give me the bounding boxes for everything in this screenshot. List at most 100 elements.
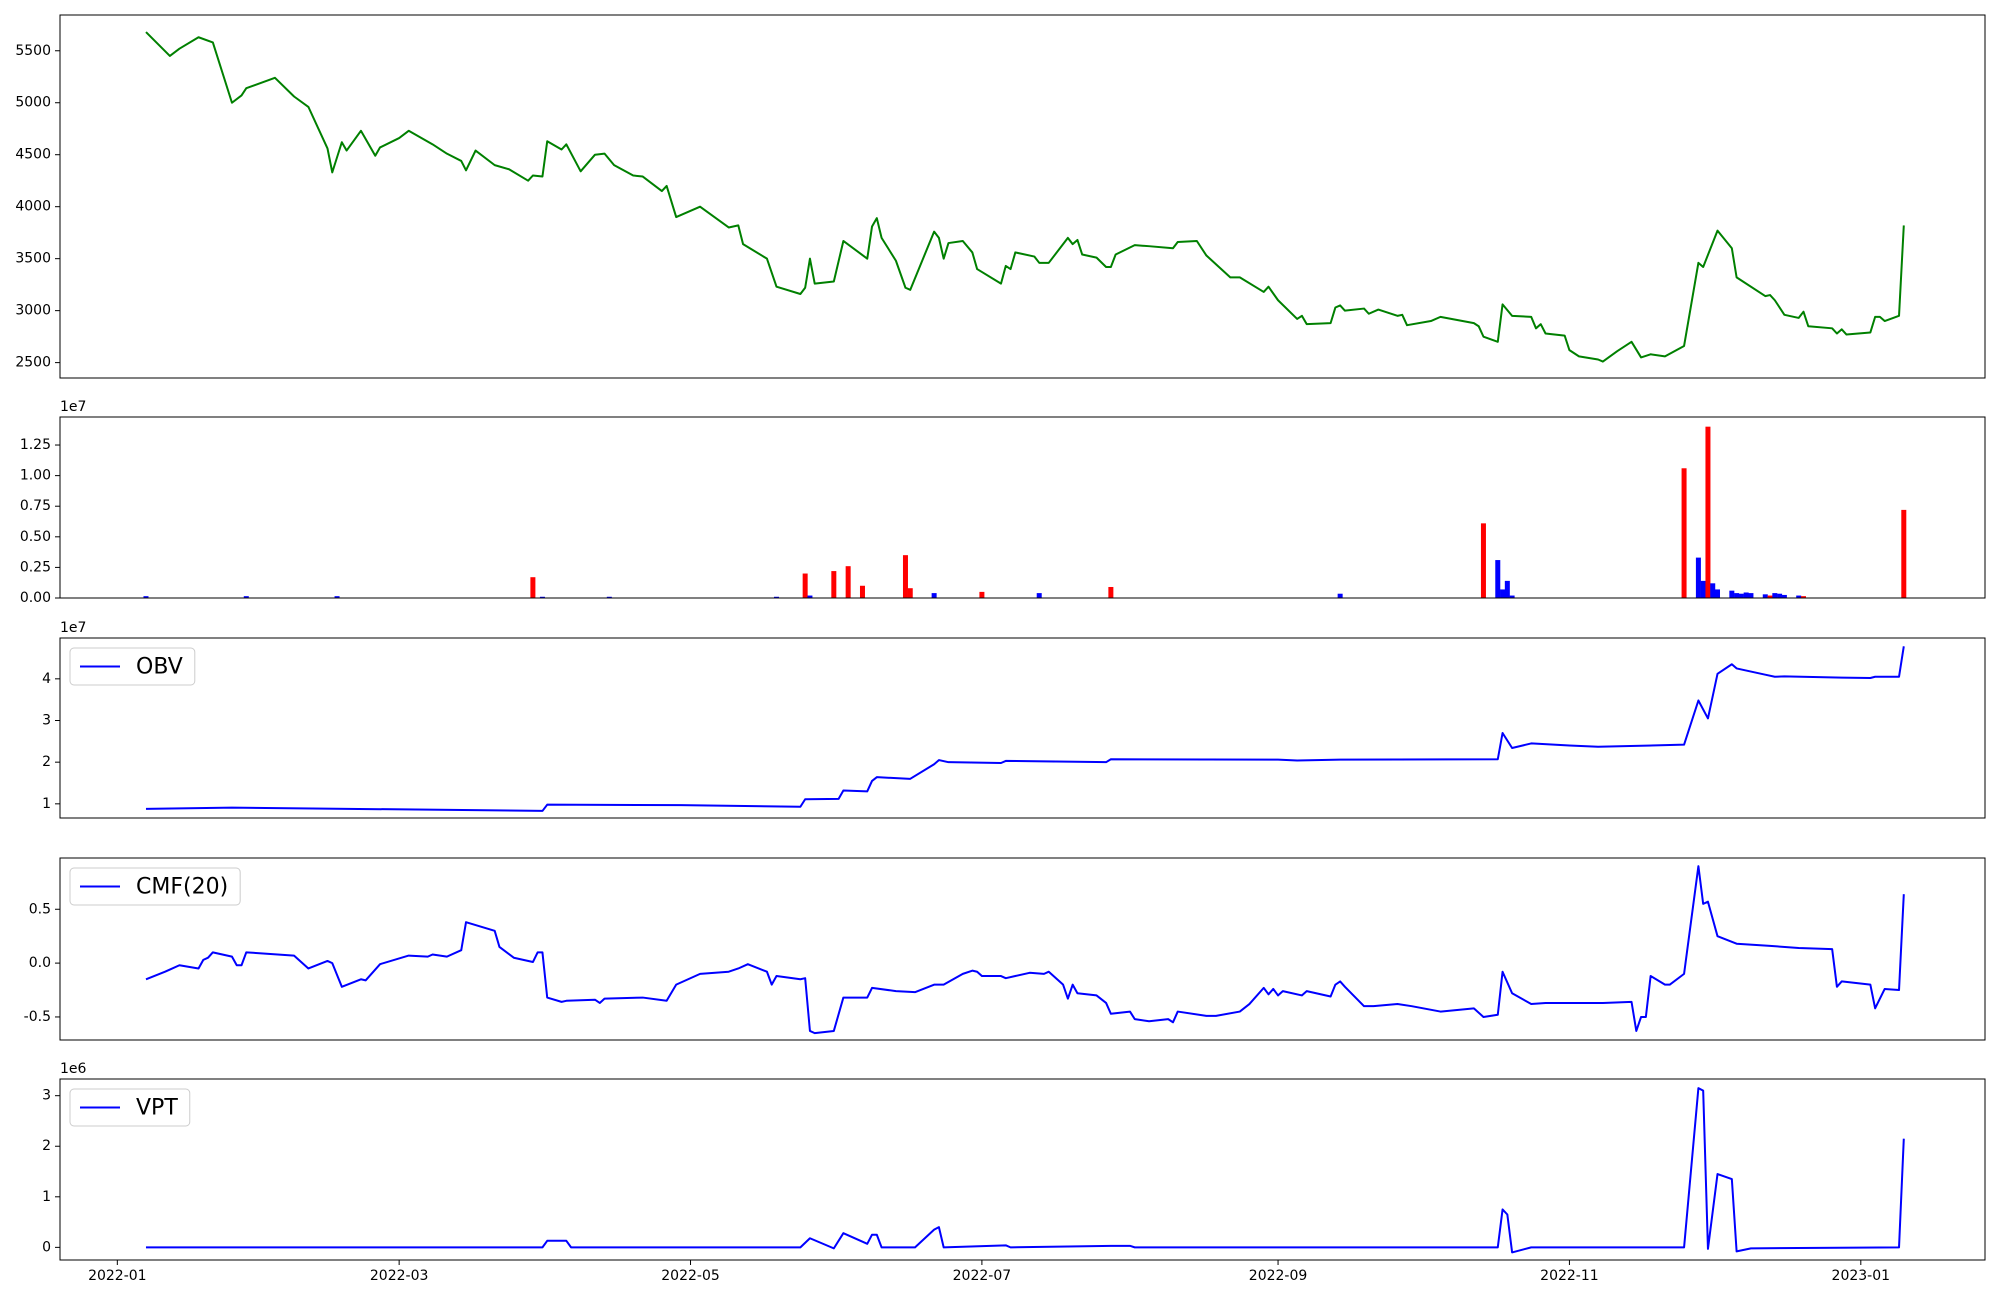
bar bbox=[1681, 468, 1687, 598]
axis-offset-label: 1e6 bbox=[60, 1061, 87, 1077]
bar bbox=[1337, 593, 1343, 598]
bar bbox=[1748, 593, 1754, 598]
y-tick-label: -0.5 bbox=[24, 1009, 51, 1025]
legend-box bbox=[69, 867, 241, 906]
y-tick-label: 0.00 bbox=[20, 590, 51, 606]
legend: OBV bbox=[69, 647, 196, 686]
bar bbox=[1743, 592, 1749, 598]
legend-label: OBV bbox=[136, 655, 183, 680]
legend: VPT bbox=[69, 1088, 191, 1127]
y-tick-label: 4 bbox=[42, 671, 51, 687]
y-tick-label: 0.75 bbox=[20, 498, 51, 514]
axis-offset-label: 1e7 bbox=[60, 399, 86, 415]
bar bbox=[1500, 589, 1506, 598]
legend: CMF(20) bbox=[69, 867, 241, 906]
bar bbox=[859, 585, 865, 598]
axes-frame bbox=[59, 637, 1986, 819]
bar bbox=[606, 596, 612, 598]
bar bbox=[1781, 594, 1787, 598]
plot-area bbox=[145, 31, 1905, 363]
x-tick-label: 2022-11 bbox=[1540, 1268, 1599, 1284]
y-tick-label: 0.25 bbox=[20, 559, 51, 575]
y-tick-label: 0.0 bbox=[29, 955, 51, 971]
x-tick-label: 2022-01 bbox=[88, 1268, 147, 1284]
bar bbox=[1715, 589, 1721, 598]
line-series bbox=[145, 31, 1905, 363]
bar bbox=[1695, 557, 1701, 598]
legend-label: CMF(20) bbox=[136, 875, 228, 900]
bar bbox=[1767, 595, 1773, 598]
y-tick-label: 1.00 bbox=[20, 468, 51, 484]
plot-area bbox=[145, 1087, 1905, 1254]
y-tick-label: 1 bbox=[42, 1189, 51, 1205]
y-tick-label: 3 bbox=[42, 713, 51, 729]
bar bbox=[1738, 593, 1744, 598]
bar bbox=[1700, 580, 1706, 598]
legend-label: VPT bbox=[136, 1096, 178, 1121]
bar bbox=[539, 596, 545, 598]
y-tick-label: 2 bbox=[42, 1138, 51, 1154]
y-tick-label: 5000 bbox=[15, 95, 51, 111]
bar bbox=[334, 596, 340, 598]
x-tick-label: 2022-05 bbox=[661, 1268, 720, 1284]
plot-area bbox=[145, 646, 1905, 812]
bar bbox=[1796, 595, 1802, 598]
y-tick-label: 3000 bbox=[15, 303, 51, 319]
y-tick-label: 1.25 bbox=[20, 437, 51, 453]
bar bbox=[902, 555, 908, 598]
y-tick-label: 3500 bbox=[15, 251, 51, 267]
bar bbox=[979, 591, 985, 598]
x-tick-label: 2022-07 bbox=[953, 1268, 1012, 1284]
y-tick-label: 4000 bbox=[15, 199, 51, 215]
axes-frame bbox=[59, 14, 1986, 379]
bar bbox=[1480, 523, 1486, 598]
bar bbox=[1705, 426, 1711, 598]
bar bbox=[1036, 593, 1042, 598]
bar bbox=[1710, 583, 1716, 598]
y-tick-label: 0.5 bbox=[29, 901, 51, 917]
axes-frame bbox=[59, 857, 1986, 1041]
line-series bbox=[145, 865, 1905, 1035]
legend-box bbox=[69, 647, 196, 686]
axes-frame bbox=[59, 416, 1986, 599]
bar bbox=[1777, 593, 1783, 598]
axes-frame bbox=[59, 1078, 1986, 1261]
y-tick-label: 0.50 bbox=[20, 529, 51, 545]
bar bbox=[802, 573, 808, 598]
line-series bbox=[145, 1087, 1905, 1254]
bar bbox=[1108, 586, 1114, 598]
bar bbox=[1800, 596, 1806, 598]
bar bbox=[1734, 593, 1740, 598]
x-tick-label: 2022-09 bbox=[1249, 1268, 1308, 1284]
bar bbox=[1495, 560, 1501, 598]
y-tick-label: 3 bbox=[42, 1088, 51, 1104]
x-tick-label: 2023-01 bbox=[1832, 1268, 1891, 1284]
bar bbox=[845, 566, 851, 598]
x-tick-label: 2022-03 bbox=[370, 1268, 429, 1284]
y-tick-label: 2500 bbox=[15, 355, 51, 371]
plot-area bbox=[145, 865, 1905, 1035]
bar bbox=[831, 571, 837, 598]
y-tick-label: 5500 bbox=[15, 43, 51, 59]
bar bbox=[1504, 580, 1510, 598]
line-series bbox=[145, 646, 1905, 812]
bar bbox=[774, 596, 780, 598]
y-tick-label: 0 bbox=[42, 1239, 51, 1255]
bar bbox=[243, 596, 249, 598]
bar bbox=[807, 595, 813, 598]
legend-box bbox=[69, 1088, 191, 1127]
bar bbox=[530, 577, 536, 598]
y-tick-label: 4500 bbox=[15, 147, 51, 163]
bar bbox=[1762, 594, 1768, 598]
bar bbox=[1729, 590, 1735, 598]
plot-area bbox=[143, 426, 1907, 598]
bar bbox=[931, 593, 937, 598]
bar bbox=[907, 588, 913, 598]
axis-offset-label: 1e7 bbox=[60, 620, 86, 636]
bar bbox=[1772, 593, 1778, 598]
bar bbox=[1901, 509, 1907, 598]
bar bbox=[1509, 595, 1515, 598]
y-tick-label: 1 bbox=[42, 796, 51, 812]
